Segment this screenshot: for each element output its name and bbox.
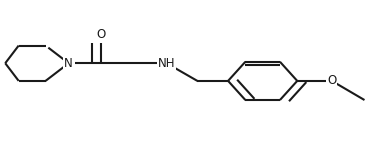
Text: O: O	[97, 28, 106, 41]
Text: O: O	[327, 74, 336, 87]
Text: NH: NH	[158, 57, 175, 70]
Text: N: N	[64, 57, 73, 70]
